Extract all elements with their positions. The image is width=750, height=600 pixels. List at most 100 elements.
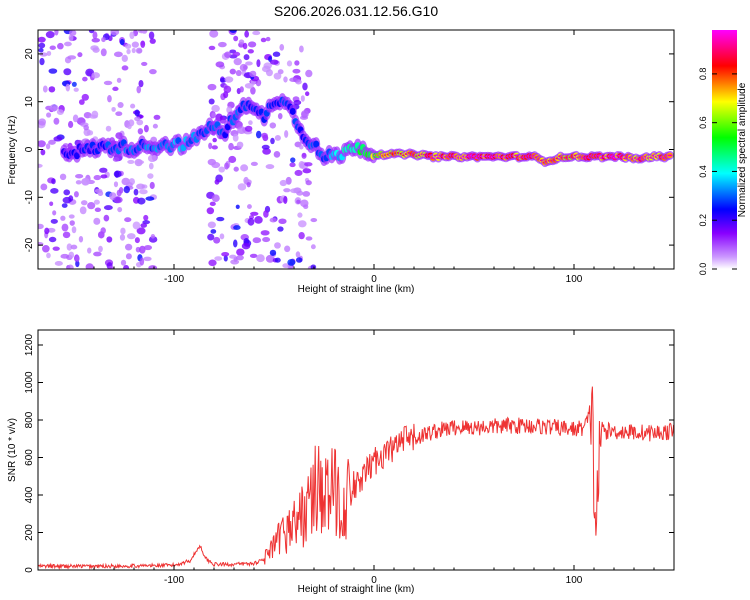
- noise-cell: [38, 163, 43, 168]
- noise-cell: [119, 234, 126, 241]
- colorbar-tick-label: 0.0: [698, 263, 708, 276]
- noise-cell: [112, 86, 119, 91]
- noise-cell: [244, 82, 254, 89]
- noise-cell: [89, 114, 98, 119]
- noise-cell: [134, 237, 140, 244]
- noise-cell: [40, 183, 48, 191]
- noise-cell: [143, 256, 152, 262]
- noise-cell: [80, 200, 88, 206]
- noise-cell: [293, 99, 302, 106]
- noise-cell: [66, 264, 74, 269]
- noise-cell: [103, 205, 113, 211]
- noise-cell: [107, 95, 112, 103]
- noise-cell: [117, 101, 124, 109]
- noise-cell: [289, 162, 296, 168]
- noise-cell: [115, 132, 123, 139]
- colorbar-axis: 0.0 0.2 0.4 0.6 0.8: [698, 68, 737, 276]
- snr-plot-area: [38, 386, 674, 570]
- noise-cell: [273, 150, 281, 158]
- noise-cell: [94, 207, 102, 213]
- noise-cell: [247, 41, 257, 48]
- noise-cell: [305, 91, 310, 97]
- noise-cell: [265, 254, 275, 263]
- noise-cell: [75, 255, 80, 262]
- noise-cell: [211, 112, 216, 118]
- noise-cell: [124, 243, 133, 251]
- noise-cell: [131, 47, 136, 54]
- spectrogram-ytick-label: 10: [24, 96, 35, 108]
- noise-cell: [149, 181, 155, 190]
- snr-ytick-label: 0: [24, 567, 35, 573]
- snr-background: [38, 330, 674, 570]
- noise-cell: [117, 206, 123, 213]
- noise-cell: [305, 236, 313, 241]
- noise-cell: [255, 130, 262, 139]
- noise-cell: [136, 85, 142, 94]
- noise-cell: [141, 30, 148, 34]
- noise-cell: [135, 47, 143, 54]
- noise-cell: [279, 44, 285, 51]
- ridge-cell: [289, 107, 296, 115]
- noise-cell: [233, 58, 242, 66]
- noise-cell: [213, 236, 221, 244]
- noise-cell: [274, 242, 281, 249]
- noise-cell: [207, 233, 215, 241]
- colorbar: 0.0 0.2 0.4 0.6 0.8 Normalized spectral ampl…: [698, 30, 748, 275]
- noise-cell: [97, 190, 104, 197]
- noise-cell: [68, 214, 75, 219]
- noise-cell: [116, 189, 122, 197]
- noise-cell: [301, 152, 307, 158]
- noise-cell: [98, 245, 103, 253]
- noise-cell: [115, 111, 123, 117]
- noise-cell: [217, 41, 227, 48]
- noise-cell: [91, 72, 101, 79]
- noise-cell: [211, 194, 220, 203]
- noise-cell: [283, 76, 288, 83]
- snr-xtick-label: 0: [371, 575, 377, 586]
- colorbar-tick-label: 0.6: [698, 116, 708, 129]
- noise-cell: [211, 161, 221, 169]
- noise-cell: [56, 109, 64, 115]
- noise-cell: [108, 265, 114, 269]
- noise-cell: [133, 188, 139, 196]
- noise-cell: [78, 99, 85, 105]
- noise-cell: [106, 236, 113, 243]
- noise-cell: [124, 217, 132, 223]
- noise-cell: [274, 135, 281, 141]
- noise-cell: [215, 61, 225, 68]
- noise-cell: [100, 48, 107, 57]
- noise-cell: [149, 68, 157, 75]
- noise-cell: [248, 120, 253, 126]
- noise-cell: [42, 85, 48, 93]
- noise-cell: [46, 112, 52, 118]
- noise-cell: [136, 183, 145, 190]
- noise-cell: [210, 229, 217, 234]
- noise-cell: [139, 189, 148, 195]
- noise-cell: [48, 68, 58, 74]
- spectrogram-xtick-label: -100: [164, 274, 184, 285]
- noise-cell: [51, 178, 56, 185]
- noise-cell: [152, 123, 158, 129]
- noise-cell: [224, 51, 232, 58]
- colorbar-tick-label: 0.4: [698, 165, 708, 178]
- noise-cell: [112, 156, 120, 162]
- noise-cell: [71, 226, 77, 234]
- noise-cell: [113, 196, 123, 204]
- noise-cell: [298, 160, 305, 169]
- noise-cell: [125, 43, 132, 49]
- noise-cell: [49, 201, 54, 207]
- noise-cell: [249, 70, 257, 78]
- noise-cell: [298, 231, 305, 240]
- noise-cell: [85, 263, 94, 269]
- noise-cell: [302, 191, 311, 197]
- noise-cell: [208, 259, 217, 267]
- noise-cell: [52, 210, 57, 216]
- noise-cell: [295, 257, 303, 263]
- spectrogram-cells: [38, 30, 674, 269]
- snr-xtick-label: -100: [164, 575, 184, 586]
- noise-cell: [305, 69, 313, 78]
- noise-cell: [143, 124, 149, 133]
- noise-cell: [101, 37, 106, 43]
- noise-cell: [265, 164, 275, 170]
- noise-cell: [71, 81, 77, 87]
